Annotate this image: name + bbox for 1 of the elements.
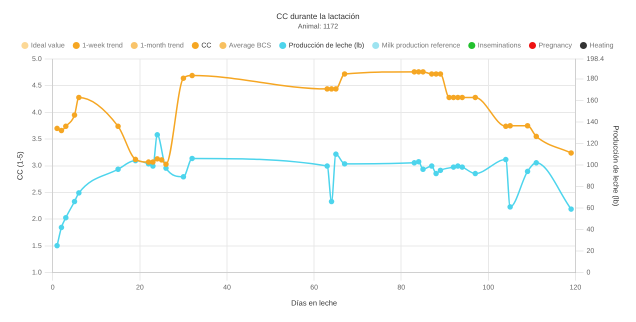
chart-title: CC durante la lactación — [276, 12, 360, 22]
